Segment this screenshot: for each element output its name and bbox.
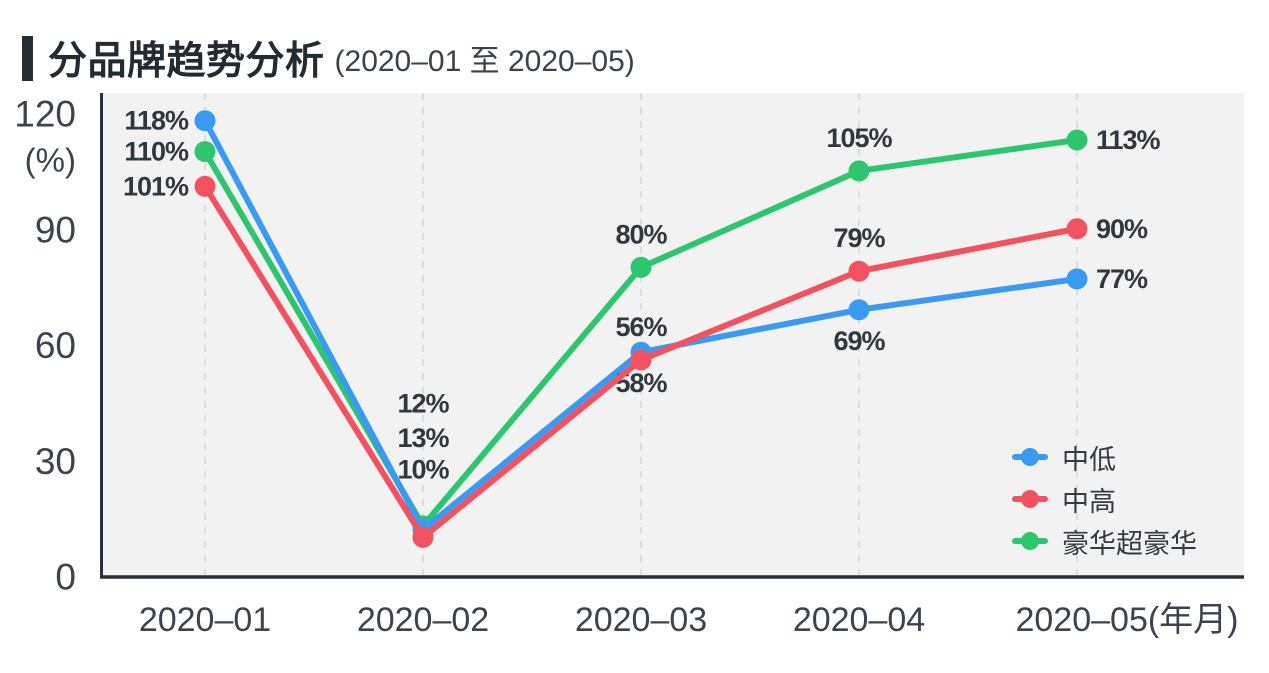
x-tick-label: 2020–05(年月) [1015,601,1238,639]
legend-label: 中低 [1062,444,1116,475]
page-title: 分品牌趋势分析 [48,40,325,83]
legend-label: 中高 [1062,486,1116,517]
legend-item-mid-high[interactable]: 中高 [1012,478,1197,520]
data-point-mid-high [194,175,216,197]
data-label-luxury: 110% [124,137,189,167]
data-point-luxury [848,160,870,182]
data-label-mid-high: 101% [123,171,189,201]
data-point-mid-low [194,110,216,132]
y-tick-label: 60 [35,325,76,366]
data-point-mid-high [1066,218,1088,240]
data-point-luxury [1066,129,1088,151]
legend-line-dot-icon [1012,447,1048,467]
legend-item-mid-low[interactable]: 中低 [1012,436,1197,478]
x-tick-label: 2020–02 [357,601,489,639]
data-point-luxury [630,256,652,278]
plot-area [100,93,1244,578]
data-point-mid-high [848,260,870,282]
data-label-mid-high: 90% [1096,214,1148,244]
data-label-mid-high: 79% [833,223,885,253]
x-tick-label: 2020–03 [575,601,707,639]
data-point-mid-high [412,526,434,548]
data-label-luxury: 113% [1096,125,1161,155]
data-label-luxury: 105% [826,123,892,153]
data-label-mid-high: 56% [615,312,667,342]
data-label-mid-high: 10% [397,454,449,484]
data-label-mid-low: 118% [124,106,189,136]
chart-legend: 中低 中高 豪华超豪华 [1012,436,1197,562]
y-tick-label: 0 [55,557,76,598]
data-label-mid-low: 12% [397,389,449,419]
data-label-mid-low: 77% [1096,264,1148,294]
data-point-mid-low [848,299,870,321]
y-tick-label: 90 [35,209,76,250]
data-label-luxury: 13% [397,423,449,453]
title-accent-bar [22,35,33,81]
y-tick-label: 30 [35,441,76,482]
page-subtitle: (2020–01 至 2020–05) [334,45,635,78]
chart-header: 分品牌趋势分析 (2020–01 至 2020–05) [22,30,635,86]
data-label-mid-low: 69% [833,326,885,356]
legend-line-dot-icon [1012,531,1048,551]
legend-line-dot-icon [1012,489,1048,509]
legend-label: 豪华超豪华 [1062,528,1197,559]
data-point-luxury [194,141,216,163]
data-label-luxury: 80% [615,219,667,249]
x-tick-label: 2020–04 [793,601,925,639]
y-tick-label: 120 [14,94,76,135]
data-point-mid-high [630,349,652,371]
legend-item-luxury[interactable]: 豪华超豪华 [1012,520,1197,562]
x-tick-label: 2020–01 [139,601,271,639]
data-point-mid-low [1066,268,1088,290]
y-axis-unit-label: (%) [25,142,76,179]
